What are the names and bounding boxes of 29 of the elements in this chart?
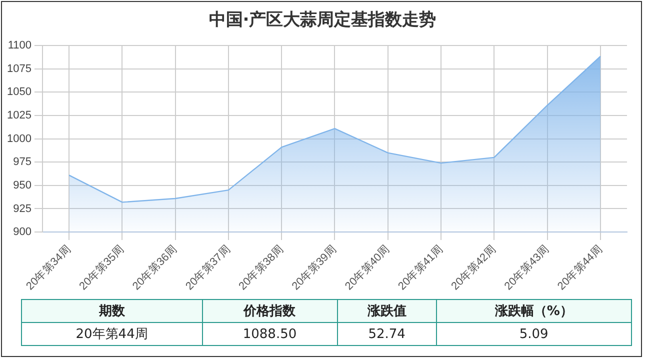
- y-tick-label: 1075: [6, 62, 32, 75]
- y-tick-label: 1100: [8, 40, 32, 52]
- text: 1088.50: [202, 322, 338, 346]
- x-tick-label: 20年第35周: [77, 243, 126, 293]
- text: 期数: [22, 300, 202, 322]
- x-tick-label: 20年第37周: [184, 243, 233, 293]
- y-tick-label: 1025: [6, 110, 32, 122]
- y-tick-label: 1050: [6, 86, 32, 98]
- x-tick-label: 20年第44周: [556, 243, 605, 293]
- x-tick-label: 20年第38周: [236, 243, 286, 293]
- x-tick-label: 20年第36周: [130, 243, 180, 293]
- y-tick-label: 1000: [6, 132, 32, 145]
- x-tick-label: 20年第34周: [24, 243, 74, 293]
- text: 涨跌值: [337, 300, 436, 322]
- y-tick-label: 975: [13, 156, 32, 168]
- chart-title: 中国·产区大蒜周定基指数走势: [208, 9, 438, 31]
- x-tick-label: 20年第42周: [449, 243, 498, 293]
- x-tick-label: 20年第39周: [290, 243, 339, 293]
- x-tick-label: 20年第41周: [396, 243, 446, 293]
- y-tick-label: 925: [13, 202, 32, 215]
- y-tick-label: 900: [13, 226, 32, 238]
- x-tick-label: 20年第40周: [343, 243, 392, 293]
- text: 价格指数: [202, 300, 338, 322]
- y-tick-label: 950: [13, 179, 32, 192]
- text: 52.74: [337, 322, 436, 346]
- text: 涨跌幅（%）: [436, 300, 632, 322]
- text: 20年第44周: [22, 322, 202, 346]
- x-tick-label: 20年第43周: [502, 243, 552, 293]
- text: 5.09: [436, 322, 632, 346]
